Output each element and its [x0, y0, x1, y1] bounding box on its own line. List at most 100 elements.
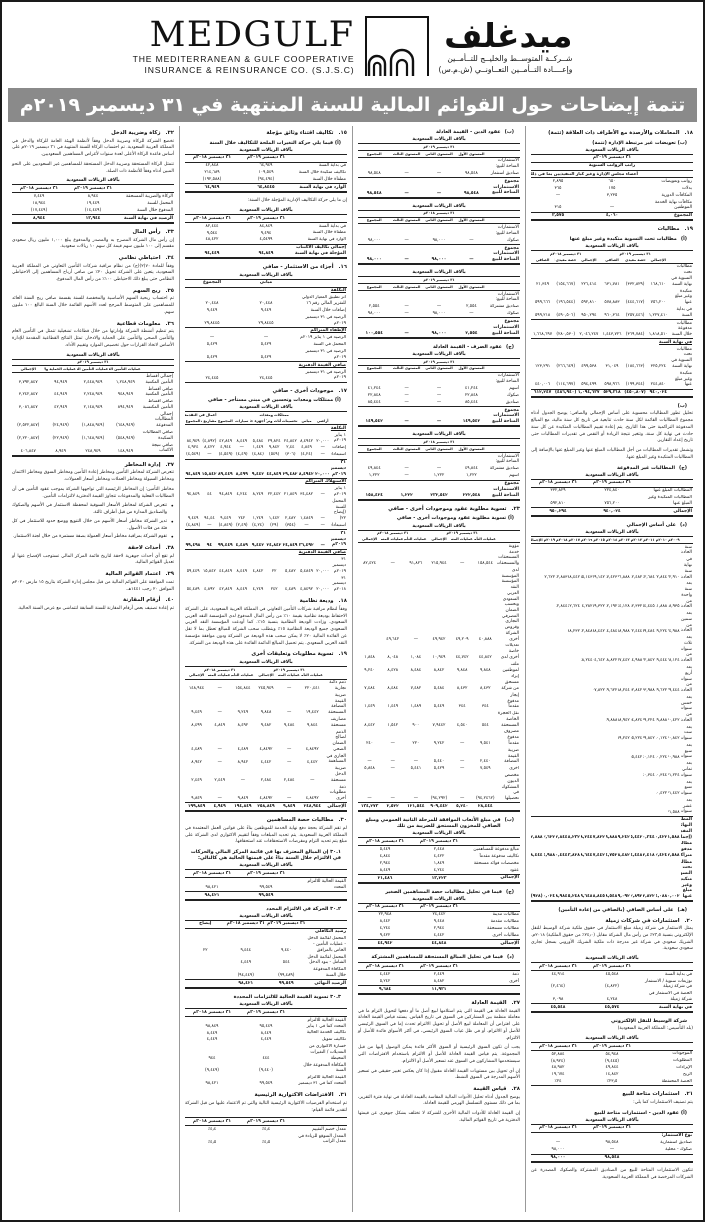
cell: ٩٦٠,٣٦٤	[600, 306, 624, 320]
table-caption: بآلاف الريالات السعودية	[239, 208, 293, 214]
cell: —	[263, 335, 269, 341]
cell: ٢,٠٨٩,٢٤٢	[618, 815, 631, 841]
note-27-para-2: يجب أن تكون السوق الرئيسية أو السوق الأك…	[358, 1045, 520, 1064]
col-head: المستوى الثاني	[422, 445, 456, 454]
col-head: المستوى الثالث	[390, 217, 423, 225]
row-label: استبعادات	[331, 523, 346, 529]
cell	[656, 544, 668, 557]
cell: ٩٩,٤٩٨	[185, 529, 202, 550]
cell: ١٥٤,٨٤٤	[235, 686, 251, 692]
cell: ٤٤,٩١٤	[551, 971, 565, 977]
table-row: المكافآت الدورية ٣,٢٣٥ —	[531, 192, 693, 199]
cell: ٩,٤٩٤	[260, 230, 272, 236]
note-30-sub: ٣٠.١ إن المبالغ المعترف بها في قائمة الم…	[190, 849, 341, 862]
cell: ٥,٤٢٩	[433, 766, 445, 772]
cell	[390, 291, 422, 304]
cell: —	[320, 452, 325, 458]
cell: ٧,٩٤٤٢	[432, 722, 446, 728]
row-label: الاستهلاك المتراكم	[305, 479, 346, 485]
table-caption: بآلاف الريالات السعودية	[239, 147, 293, 153]
cell: —	[422, 177, 456, 199]
note-30-table: بآلاف الريالات السعودية ٣١ ديسمبر ٢٠١٩م ٣…	[185, 863, 347, 901]
cell: ٨,٤٤٩	[236, 587, 248, 593]
cell: —	[320, 445, 325, 451]
note-21-title: استثمارات متاحة للبيع	[622, 1091, 680, 1098]
col-head	[466, 837, 520, 847]
cell: —	[422, 406, 456, 428]
cell: —	[287, 686, 292, 692]
cell: ٢,٣٤٩,٨٨٨	[605, 815, 619, 841]
row-label: الرصيد النهائي	[306, 979, 347, 990]
cell: ٤,٤٤٢	[260, 759, 272, 765]
table-caption: بآلاف الريالات السعودية	[585, 956, 639, 962]
arch-logo-icon	[364, 16, 429, 76]
row-label: مطالبات مقدمة	[490, 919, 519, 925]
row-label: بعد تسع سنوات	[680, 779, 692, 797]
col-head: المجموع	[358, 365, 391, 373]
table-total-row: إجمالي تكاليف الاكتتاب المؤجلة في نهاية …	[185, 244, 347, 260]
col-head: ٣١ ديسمبر ٢٠١٩م	[585, 962, 639, 972]
table-row: المحمل لقائمة الدخل - عمليات التأمين - ا…	[185, 936, 347, 954]
cell: ٨٢,٤٤٤	[205, 223, 219, 229]
note-30-text: لم تقم الشركة بحجة دفع نهاية الخدمة للمو…	[185, 825, 347, 845]
note-20-text: يمثل الاستثمار في شركة زميلة مبلغ الاستث…	[531, 926, 693, 952]
cell: ٩٨,٠٠٠	[367, 237, 381, 243]
table-total-row: الإجمالي ٢٤٨,٩٤٤ ٩,٨٤٩ ٢٥٨,٨٤٩ ١٩٤,٨٤٩ ٤,٩٤٩ ١…	[185, 802, 347, 813]
cell: ١,٦٩٢,٣٣٢	[631, 604, 643, 610]
cell: —	[287, 796, 292, 802]
col-head: عمليات المساهمين	[208, 672, 232, 680]
row-label: صافي نتيجة الاكتتاب	[141, 442, 174, 457]
cell: ٢٠,٤٤٨	[259, 301, 273, 307]
cell	[544, 797, 556, 816]
table-total-row: ١١,٩٣١ ٩,٦٨٤	[358, 985, 520, 995]
col-head: ٢٠١١م	[643, 536, 656, 545]
cell: ٢,٩٤٢,٨٨٣	[556, 574, 568, 580]
cell: ٩,٤٤٢	[249, 458, 267, 479]
cell: ٢٤٢	[270, 587, 278, 593]
note-31-number: ٣١.	[338, 1092, 347, 1099]
cell: (١٩٦,٥٤٤)	[556, 300, 576, 306]
cell: ١٧٥	[608, 185, 616, 191]
col-head: المستوى الأول	[455, 365, 488, 373]
cell: ١٣٤,٢٧٣	[358, 802, 382, 813]
col-head: المستوى الثاني	[422, 150, 456, 158]
cell: —	[469, 237, 474, 243]
cell: ٢,٩٤٢,٨٤٤	[556, 604, 568, 610]
cell: ٨٢,٤٢٤	[363, 561, 377, 567]
table-row: صافي نتيجة الاكتتاب ١٤٨,٩٤٩ ٢٤٨,٩٤٩ ٨,٩٤٩ ٤٠…	[12, 442, 174, 457]
col-head: ٣١ ديسمبر ٢٠١٩م	[266, 919, 307, 929]
table-row: إجمالي أقساط التأمين المكتتبة ١,٢٤٨,٩٤٩ ٢,…	[12, 373, 174, 386]
table-row: ذمة ٢,٤٤٩ ٤,٤٤٢	[358, 971, 520, 978]
fair-value-table: بآلاف الريالات السعودية ٣١ ديسمبر ٢٠١٨م ال…	[358, 204, 520, 266]
table-row: متكبدة وغير مبلغ عنها ٧٥٦,٢٠٠ (٤٤٤,٦١٧) ٥٧٨…	[531, 288, 693, 306]
cell: ٨٥,٤٤٤	[464, 399, 478, 405]
row-label: تكاليف متكبدة خلال السنة	[298, 170, 346, 176]
cell	[606, 724, 618, 742]
row-label: الحصة في الاستثمار في شركة زميلة	[639, 990, 693, 1005]
cell	[606, 742, 618, 760]
table-row: صناديق مشتركة ٢,٥٥٤ — — ٢,٥٥٤	[358, 304, 520, 311]
table-row: صناديق استثمار ٩٨,٥٤٨ — — ٩٨,٥٤٨	[358, 170, 520, 177]
table-row: استبعادات——(٣٥٤)(٢٩)(٤,٢٤)(٢,٤٩)(٤,٨٤٩)—…	[185, 522, 347, 529]
row-label: بعد أربع سنوات من الحادث	[680, 665, 692, 693]
logo-tagline-line2: INSURANCE & REINSURANCE CO. (S.J.S.C)	[144, 64, 355, 75]
cell: ٩,٨٤٤	[306, 722, 318, 728]
cell	[423, 372, 455, 385]
cell	[531, 742, 544, 760]
row-label: مصاريف مستحقة	[330, 717, 346, 728]
row-label: مكافآت نهاية الخدمة الموظفين	[639, 198, 693, 213]
cell: ٢,٢٤٨,٩٤٩	[83, 392, 103, 398]
table-row: صافي المطالبات المتكبدة (٥٤٨,٩٤٩) (١,٦٤٨,٩…	[12, 430, 174, 443]
cell: ٢٤,٤٤٢	[432, 912, 446, 918]
cell: ٢٤٨,٩٤٤	[300, 802, 324, 813]
cell	[531, 664, 544, 694]
row-label: في بداية السنة	[318, 223, 346, 229]
row-label: صافي أقساط التأمين المكتتبة	[145, 386, 173, 398]
note-15b-table: بآلاف الريالات السعودية ٣١ ديسمبر ٢٠١٩م ٣…	[185, 208, 347, 260]
cell	[593, 742, 605, 760]
table-row: مطفأة خلال السنة (٩٤,٤٩٤) (١٩٢,٥٨٨)	[185, 176, 347, 185]
cell: ٢٨,٤٤٤	[473, 802, 497, 813]
table-caption: بآلاف الريالات السعودية	[585, 1117, 639, 1123]
table-row: ضريبة الدخل مستحقة — ٢,٤٨٤ ٢,٤٨٤ — ٢,٤٤٩ ٢,٤٤٩	[185, 766, 347, 784]
col-head: مشاريع تحت التنفيذ	[201, 418, 218, 426]
